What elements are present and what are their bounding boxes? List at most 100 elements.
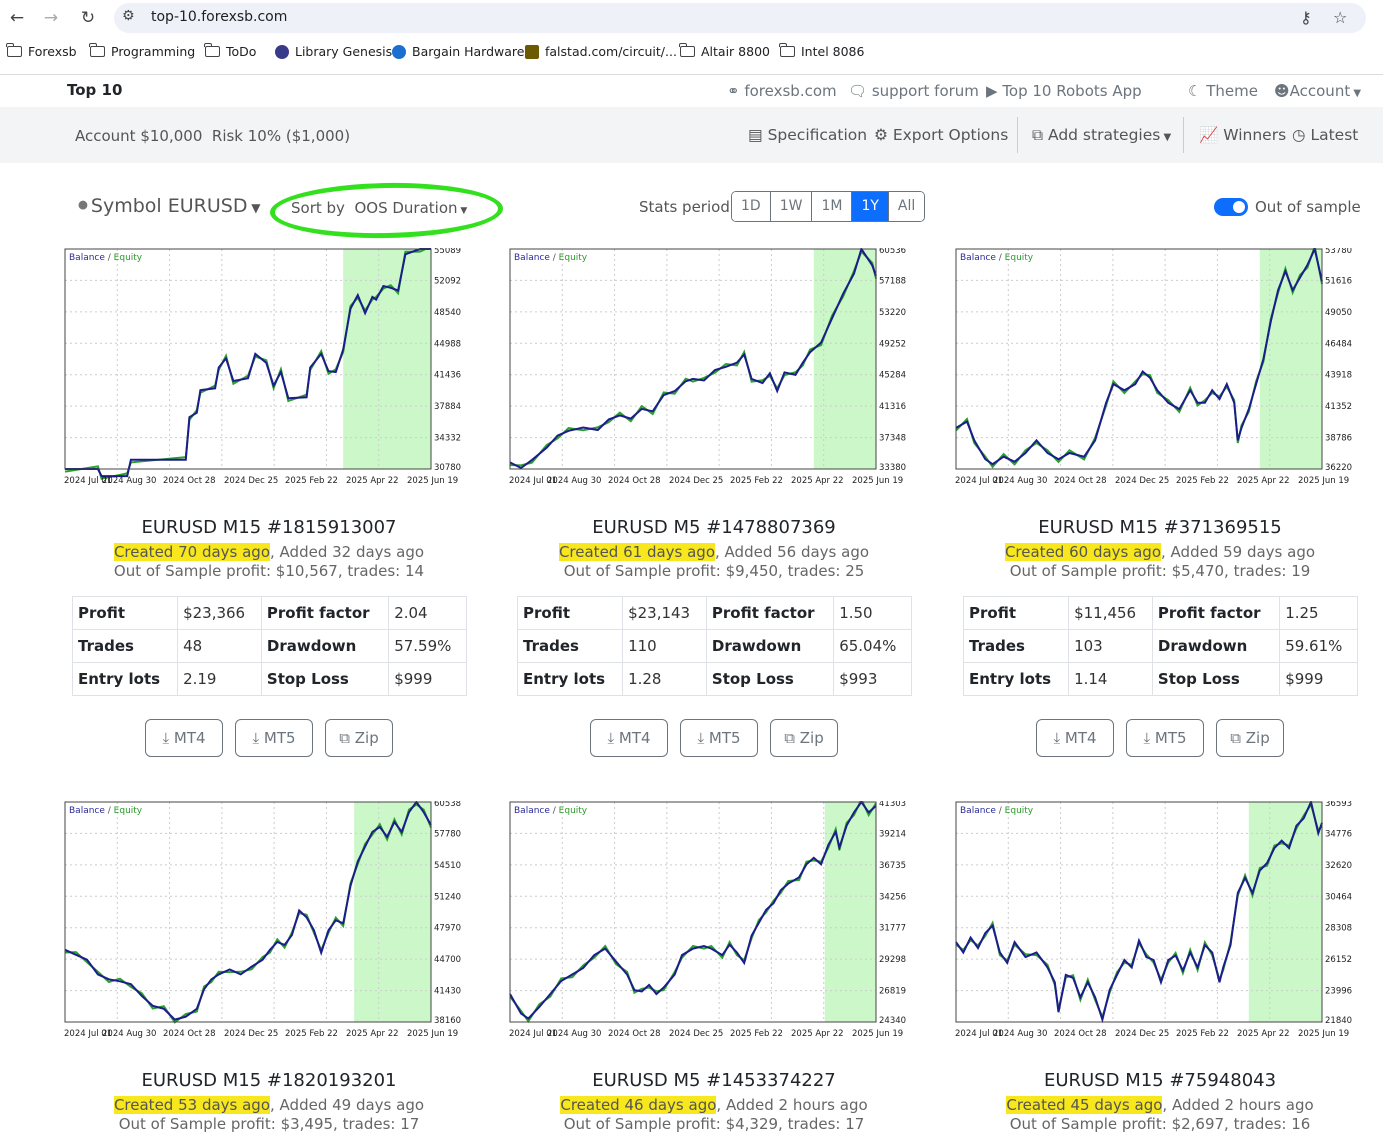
bookmark-item[interactable]: Library Genesis xyxy=(275,44,392,59)
stat-value: 2.04 xyxy=(388,596,467,630)
divider xyxy=(1183,117,1184,153)
download-icon: ⤓ xyxy=(697,729,709,747)
y-tick-label: 32620 xyxy=(1325,861,1352,871)
nav-link-label: support forum xyxy=(871,82,979,100)
x-tick-label: 2024 Dec 25 xyxy=(1115,476,1169,486)
mt5-download-button[interactable]: ⤓ MT5 xyxy=(235,719,313,757)
key-icon[interactable]: ⚷ xyxy=(1300,8,1312,27)
reload-icon[interactable]: ↻ xyxy=(80,8,96,28)
x-tick-label: 2025 Jun 19 xyxy=(407,1029,458,1039)
stat-value: 57.59% xyxy=(388,629,467,663)
strategy-title[interactable]: EURUSD M5 #1453374227 xyxy=(592,1070,836,1091)
forward-icon[interactable]: → xyxy=(43,8,59,28)
bookmark-item[interactable]: falstad.com/circuit/... xyxy=(525,44,677,59)
y-tick-label: 52092 xyxy=(434,276,461,286)
legend-separator: / xyxy=(550,253,559,263)
address-bar[interactable]: ⚙ top-10.forexsb.com ⚷ ☆ xyxy=(114,3,1366,33)
plot-border xyxy=(64,801,432,1023)
added-text: , Added 49 days ago xyxy=(270,1096,425,1114)
strategy-title[interactable]: EURUSD M15 #371369515 xyxy=(1038,517,1282,538)
nav-link-forexsb[interactable]: ⚭ forexsb.com xyxy=(727,82,837,100)
strategy-title[interactable]: EURUSD M15 #1815913007 xyxy=(141,517,397,538)
mt5-download-button[interactable]: ⤓ MT5 xyxy=(680,719,758,757)
zip-download-button[interactable]: ⧉ Zip xyxy=(1216,719,1284,757)
y-tick-label: 26152 xyxy=(1325,955,1352,965)
chart-legend: Balance / Equity xyxy=(69,806,143,816)
sort-selector[interactable]: Sort by OOS Duration ▼ xyxy=(291,199,467,217)
x-tick-label: 2024 Aug 30 xyxy=(993,476,1047,486)
y-tick-label: 41303 xyxy=(879,801,906,809)
x-tick-label: 2024 Jul 01 xyxy=(955,1029,1003,1039)
bookmark-item[interactable]: Intel 8086 xyxy=(779,43,864,59)
equity-line xyxy=(509,249,877,467)
theme-toggle[interactable]: ☾ Theme xyxy=(1188,82,1258,100)
period-button[interactable]: 1D xyxy=(732,192,771,221)
mt4-download-button[interactable]: ⤓ MT4 xyxy=(1036,719,1114,757)
account-menu[interactable]: ☻Account ▼ xyxy=(1274,82,1361,100)
button-label: MT5 xyxy=(708,729,741,747)
x-tick-label: 2024 Jul 01 xyxy=(509,1029,557,1039)
strategy-title[interactable]: EURUSD M15 #1820193201 xyxy=(141,1070,397,1091)
button-label: MT4 xyxy=(1064,729,1097,747)
winners-button[interactable]: 📈 Winners xyxy=(1199,126,1286,144)
bookmark-item[interactable]: Programming xyxy=(89,43,195,59)
bookmark-item[interactable]: ToDo xyxy=(204,43,256,59)
export-options-button[interactable]: ⚙ Export Options xyxy=(874,126,1008,144)
nav-link-forum[interactable]: 🗨 support forum xyxy=(848,82,979,100)
stat-label: Profit xyxy=(71,596,179,630)
period-button[interactable]: All xyxy=(888,192,925,221)
period-button[interactable]: 1M xyxy=(812,192,853,221)
x-tick-label: 2025 Feb 22 xyxy=(730,476,783,486)
period-button[interactable]: 1W xyxy=(770,192,813,221)
bookmark-item[interactable]: Altair 8800 xyxy=(679,43,770,59)
x-tick-label: 2025 Jun 19 xyxy=(852,476,903,486)
strategy-dates: Created 45 days ago, Added 2 hours ago xyxy=(955,1096,1365,1114)
strategy-title[interactable]: EURUSD M5 #1478807369 xyxy=(592,517,836,538)
plot-border xyxy=(955,248,1323,470)
y-tick-label: 37884 xyxy=(434,402,461,412)
x-tick-label: 2025 Jun 19 xyxy=(852,1029,903,1039)
mt4-download-button[interactable]: ⤓ MT4 xyxy=(590,719,668,757)
y-tick-label: 46484 xyxy=(1325,339,1352,349)
zip-download-button[interactable]: ⧉ Zip xyxy=(770,719,838,757)
out-of-sample-toggle[interactable] xyxy=(1214,198,1248,216)
x-tick-label: 2025 Feb 22 xyxy=(285,476,338,486)
mt5-download-button[interactable]: ⤓ MT5 xyxy=(1126,719,1204,757)
plot-border xyxy=(509,801,877,1023)
y-tick-label: 36735 xyxy=(879,861,906,871)
chart-legend: Balance / Equity xyxy=(514,806,588,816)
added-text: , Added 32 days ago xyxy=(270,543,425,561)
url-text[interactable]: top-10.forexsb.com xyxy=(151,9,288,25)
created-highlight: Created 60 days ago xyxy=(1004,543,1162,561)
add-strategies-button[interactable]: ⧉ Add strategies ▼ xyxy=(1032,126,1171,145)
y-tick-label: 24340 xyxy=(879,1016,906,1026)
symbol-selector[interactable]: ⚫Symbol EURUSD ▼ xyxy=(75,195,261,217)
x-tick-label: 2024 Oct 28 xyxy=(163,1029,216,1039)
strategy-card: Balance / Equity 60536 57188 53220 49252 4528… xyxy=(509,248,939,768)
back-icon[interactable]: ← xyxy=(9,8,25,28)
bookmark-star-icon[interactable]: ☆ xyxy=(1333,8,1348,27)
stat-value: 110 xyxy=(622,629,707,663)
y-tick-label: 30464 xyxy=(1325,892,1352,902)
video-icon: ▶ xyxy=(986,82,1003,100)
strategy-title[interactable]: EURUSD M15 #75948043 xyxy=(1043,1070,1277,1091)
zip-download-button[interactable]: ⧉ Zip xyxy=(325,719,393,757)
stat-value: 103 xyxy=(1068,629,1153,663)
stats-row: Entry lots 1.14 Stop Loss $999 xyxy=(962,662,1358,696)
period-button[interactable]: 1Y xyxy=(852,192,889,221)
x-tick-label: 2024 Oct 28 xyxy=(1054,476,1107,486)
mt4-download-button[interactable]: ⤓ MT4 xyxy=(145,719,223,757)
y-tick-label: 29298 xyxy=(879,955,906,965)
x-tick-label: 2024 Aug 30 xyxy=(547,476,601,486)
site-settings-icon[interactable]: ⚙ xyxy=(122,8,135,24)
bookmark-item[interactable]: Bargain Hardware xyxy=(392,44,524,59)
nav-link-robots-app[interactable]: ▶ Top 10 Robots App xyxy=(986,82,1142,100)
stat-label: Trades xyxy=(71,629,179,663)
specification-button[interactable]: ▤ Specification xyxy=(748,126,867,144)
bookmark-item[interactable]: Forexsb xyxy=(6,43,77,59)
site-brand[interactable]: Top 10 xyxy=(67,81,123,99)
latest-button[interactable]: ◷ Latest xyxy=(1292,126,1358,144)
x-tick-label: 2024 Aug 30 xyxy=(102,476,156,486)
legend-equity: Equity xyxy=(114,806,143,816)
button-label: MT5 xyxy=(1154,729,1187,747)
